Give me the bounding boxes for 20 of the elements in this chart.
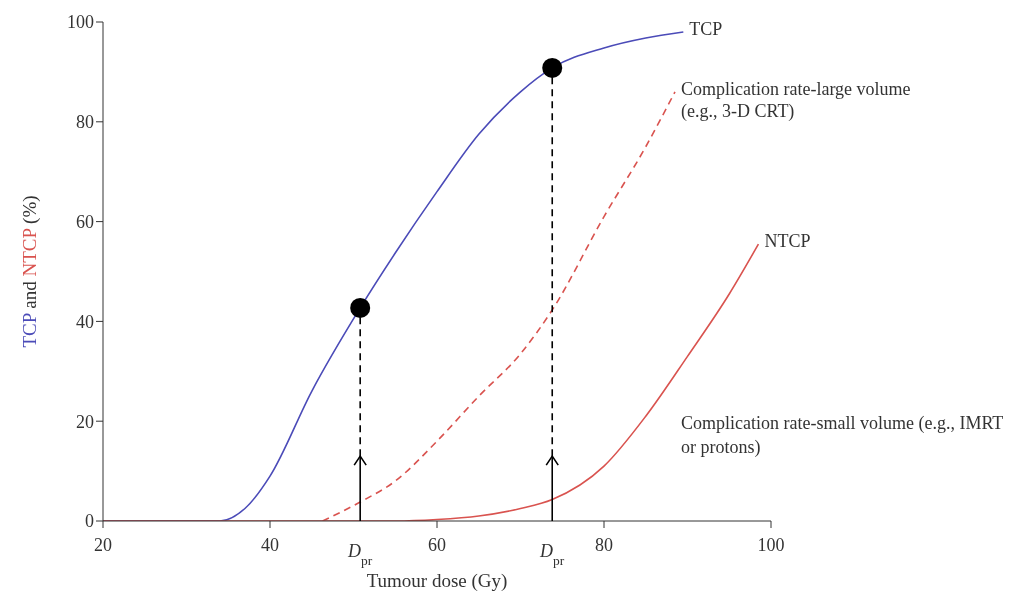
y-axis-title: TCP and NTCP (%) <box>19 195 41 348</box>
series-label: Complication rate-large volume (e.g., 3-D CRT) <box>680 77 912 122</box>
annotation: D$_{pr}$ <box>347 541 373 568</box>
y-tick-label: 60 <box>76 211 94 232</box>
annotation: D$_{pr}$ <box>539 541 565 568</box>
y-tick-label: 20 <box>76 411 94 432</box>
y-tick-label: 40 <box>76 311 94 332</box>
y-tick-label: 100 <box>67 12 94 33</box>
x-axis-title: Tumour dose (Gy) <box>366 570 508 592</box>
x-tick-label: 20 <box>94 535 112 555</box>
x-tick-label: 100 <box>757 535 785 555</box>
y-tick-label: 0 <box>85 511 94 532</box>
x-tick-label: 80 <box>595 535 613 555</box>
line-series <box>321 91 676 521</box>
annotation: Complication rate-small volume (e.g., IMRT or protons) <box>681 412 1005 459</box>
x-tick-label: 40 <box>261 535 279 555</box>
x-tick-label: 60 <box>428 535 446 555</box>
y-tick-label: 80 <box>76 112 94 133</box>
series-label: TCP <box>689 17 724 40</box>
series-label: NTCP <box>764 230 812 253</box>
